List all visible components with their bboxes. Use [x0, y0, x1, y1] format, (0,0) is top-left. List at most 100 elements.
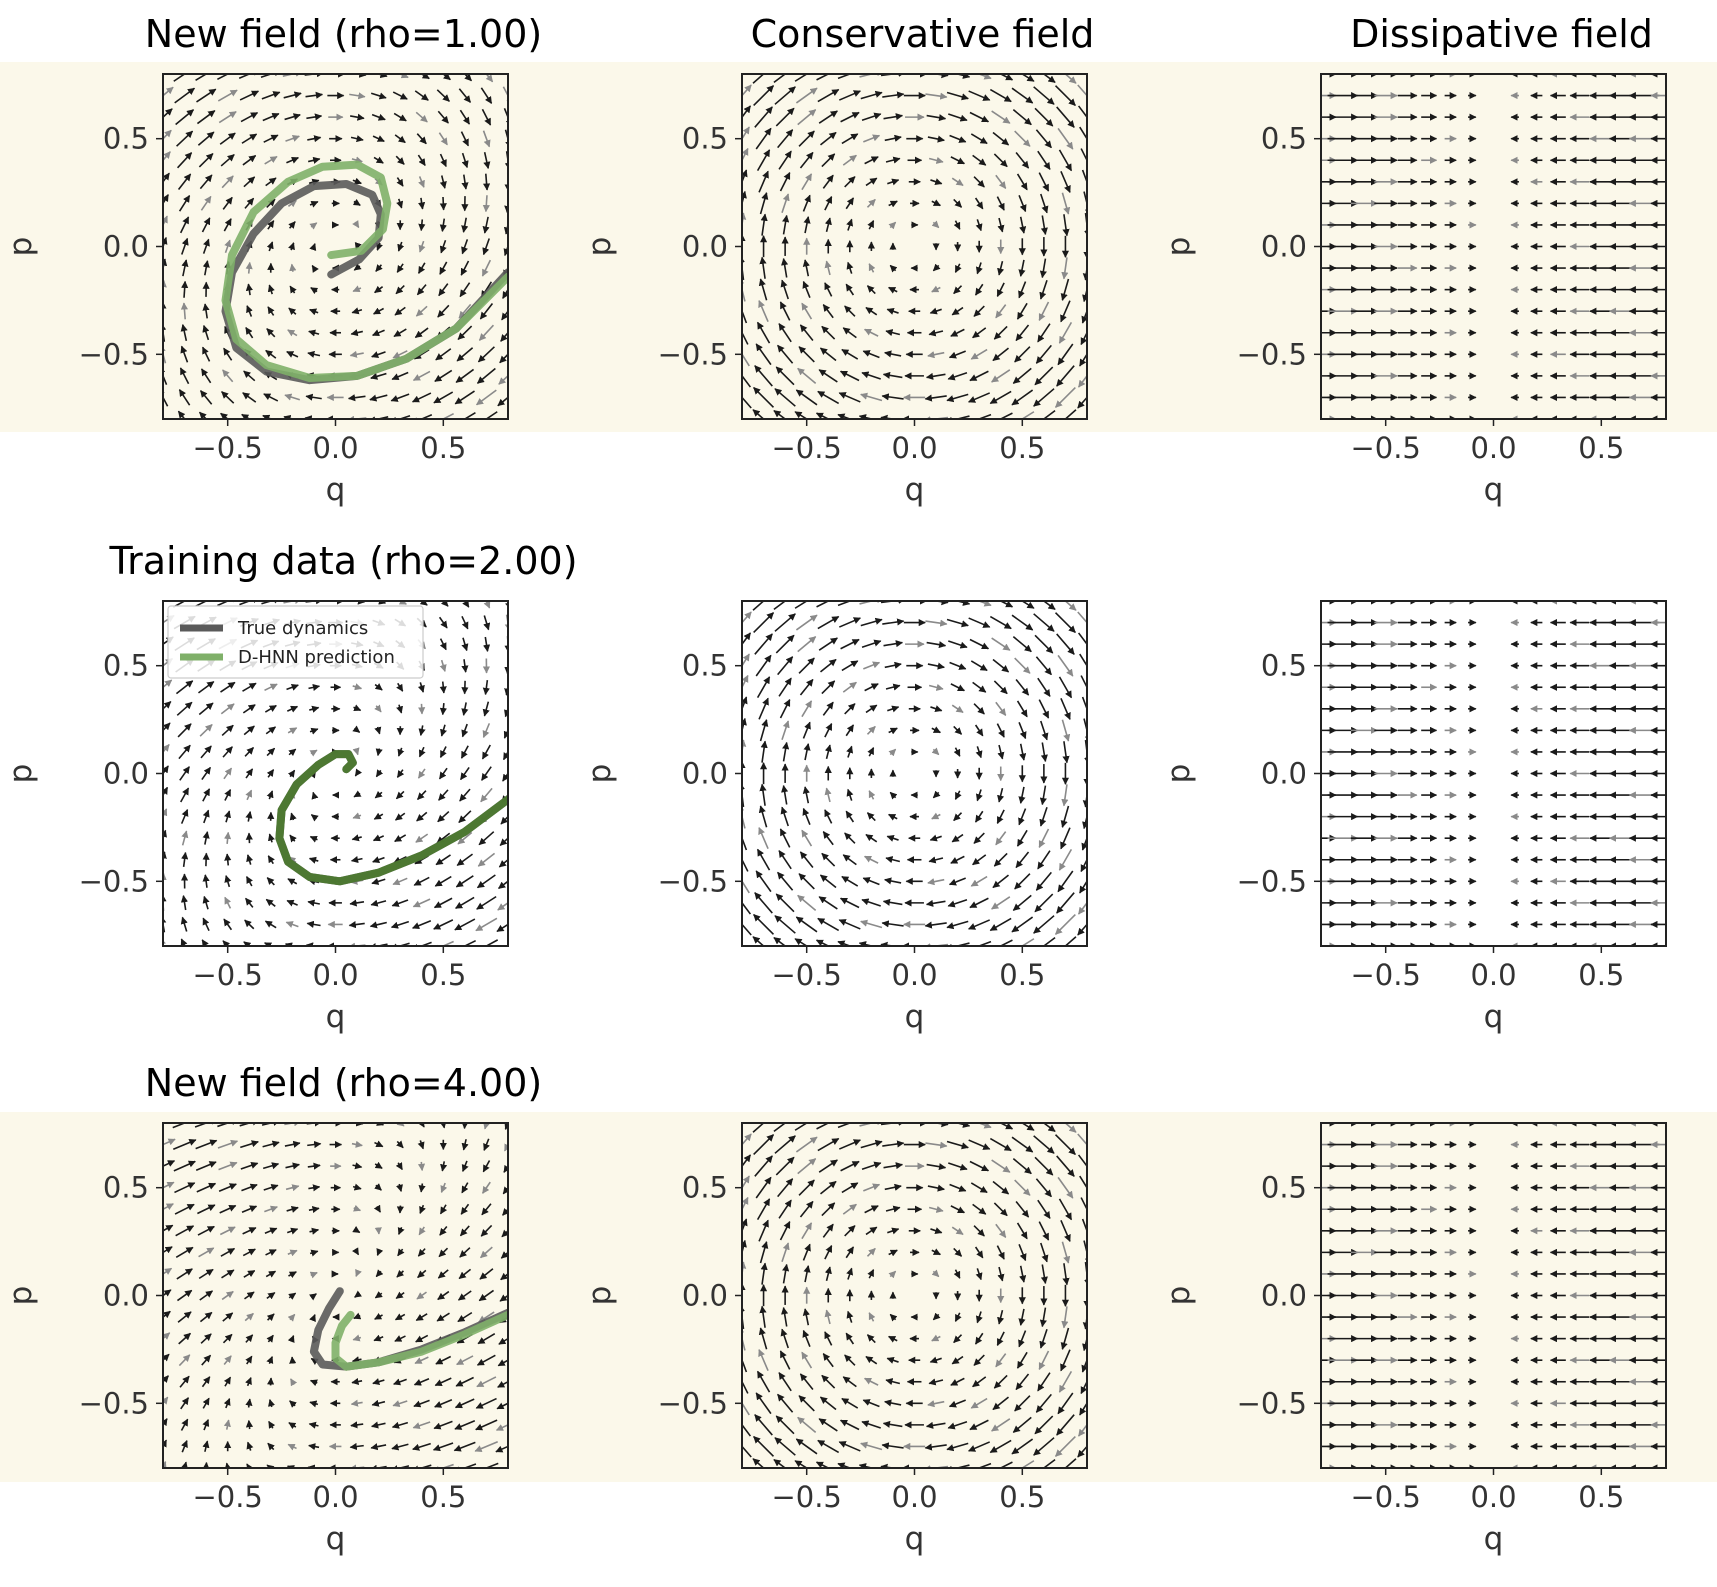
quiver-arrow	[163, 194, 169, 205]
quiver-arrow	[801, 173, 813, 191]
quiver-arrow	[947, 372, 968, 381]
quiver-arrow	[244, 919, 255, 930]
quiver-arrow	[439, 196, 447, 211]
quiver-arrow	[351, 156, 363, 164]
quiver-arrow	[928, 329, 944, 337]
quiver-arrow	[1033, 86, 1055, 105]
quiver-arrow	[819, 347, 837, 362]
quiver-arrow	[239, 601, 260, 606]
quiver-arrow	[1034, 366, 1054, 386]
quiver-arrow	[287, 329, 298, 337]
quiver-arrow	[260, 74, 282, 79]
quiver-arrow	[863, 134, 881, 143]
quiver-arrow	[886, 307, 899, 315]
y-tick-label: −0.5	[79, 1386, 149, 1420]
quiver-arrow	[416, 284, 427, 296]
quiver-arrow	[308, 683, 321, 691]
quiver-arrow	[1060, 300, 1071, 323]
quiver-arrow	[245, 875, 253, 887]
quiver-arrow	[180, 323, 188, 342]
quiver-arrow	[223, 218, 232, 232]
quiver-arrow	[888, 221, 897, 230]
quiver-arrow	[374, 285, 384, 294]
x-tick-label: −0.5	[1350, 958, 1420, 992]
quiver-arrow	[742, 84, 752, 97]
quiver-arrow	[437, 304, 450, 318]
quiver-arrow	[181, 237, 189, 255]
quiver-arrow	[794, 411, 809, 419]
quiver-arrow	[311, 264, 319, 273]
quiver-arrow	[245, 283, 253, 296]
quiver-arrow	[458, 303, 472, 319]
quiver-arrow	[418, 219, 426, 232]
x-axis-label: q	[1484, 472, 1504, 508]
quiver-arrow	[995, 174, 1007, 189]
quiver-arrow	[460, 131, 470, 147]
quiver-arrow	[289, 263, 297, 272]
quiver-arrow	[1061, 257, 1069, 280]
quiver-arrow	[285, 921, 299, 928]
quiver-arrows	[742, 74, 1087, 419]
y-tick-label: 0.0	[1261, 230, 1307, 264]
quiver-arrow	[926, 114, 947, 122]
quiver-arrow	[392, 91, 408, 100]
quiver-arrow	[775, 107, 795, 127]
quiver-arrow	[163, 215, 168, 227]
quiver-arrow	[1035, 344, 1052, 364]
quiver-arrow	[742, 169, 748, 185]
quiver-arrow	[373, 156, 384, 164]
quiver-arrow	[838, 392, 861, 403]
quiver-arrow	[778, 150, 792, 170]
quiver-arrow	[864, 156, 879, 165]
quiver-arrow	[267, 306, 275, 316]
quiver-arrow	[176, 701, 193, 716]
quiver-arrow	[1079, 126, 1087, 141]
quiver-arrow	[180, 302, 189, 320]
quiver-arrow	[392, 350, 408, 359]
quiver-arrow	[798, 346, 815, 363]
x-tick-label: −0.5	[1350, 1480, 1420, 1514]
quiver-arrow	[264, 683, 278, 692]
quiver-arrow	[288, 748, 297, 757]
quiver-arrow	[821, 325, 836, 340]
quiver-arrow	[1015, 324, 1030, 342]
quiver-arrow	[201, 346, 211, 362]
quiver-arrow	[180, 345, 189, 363]
legend-label: True dynamics	[237, 618, 368, 639]
quiver-arrow	[217, 74, 239, 80]
quiver-arrow	[1039, 280, 1048, 300]
quiver-arrow	[439, 239, 447, 254]
quiver-arrow	[795, 389, 818, 406]
quiver-arrow	[815, 412, 831, 419]
quiver-arrow	[284, 113, 301, 121]
quiver-arrow	[180, 787, 190, 803]
quiver-arrow	[261, 601, 281, 605]
quiver-arrow	[1033, 388, 1055, 407]
quiver-arrow	[1060, 278, 1070, 301]
quiver-arrow	[181, 259, 189, 277]
quiver-arrow	[245, 811, 253, 822]
quiver-arrow	[240, 111, 259, 123]
quiver-arrow	[1056, 365, 1075, 387]
quiver-arrow	[246, 305, 253, 317]
quiver-arrow	[163, 743, 170, 754]
quiver-arrow	[311, 791, 319, 800]
quiver-arrow	[503, 244, 508, 257]
quiver-arrow	[244, 746, 255, 757]
quiver-arrow	[802, 194, 811, 212]
quiver-arrow	[949, 134, 967, 143]
quiver-arrow	[245, 326, 254, 339]
quiver-arrow	[1058, 321, 1073, 344]
y-tick-label: 0.5	[682, 649, 728, 683]
y-axis-label: p	[1161, 237, 1197, 257]
quiver-arrow	[1034, 107, 1054, 127]
quiver-arrow	[309, 749, 318, 757]
quiver-arrow	[991, 110, 1011, 124]
quiver-arrow	[824, 282, 833, 297]
quiver-arrow	[501, 309, 508, 321]
quiver-arrow	[866, 198, 876, 208]
panel-r1c1: −0.5 −0.5 0.0 0.0 0.5 0.5 q p New field (rho=1.0…	[3, 12, 542, 508]
quiver-arrow	[758, 278, 768, 301]
quiver-arrow	[375, 74, 388, 79]
quiver-arrow	[437, 110, 449, 124]
